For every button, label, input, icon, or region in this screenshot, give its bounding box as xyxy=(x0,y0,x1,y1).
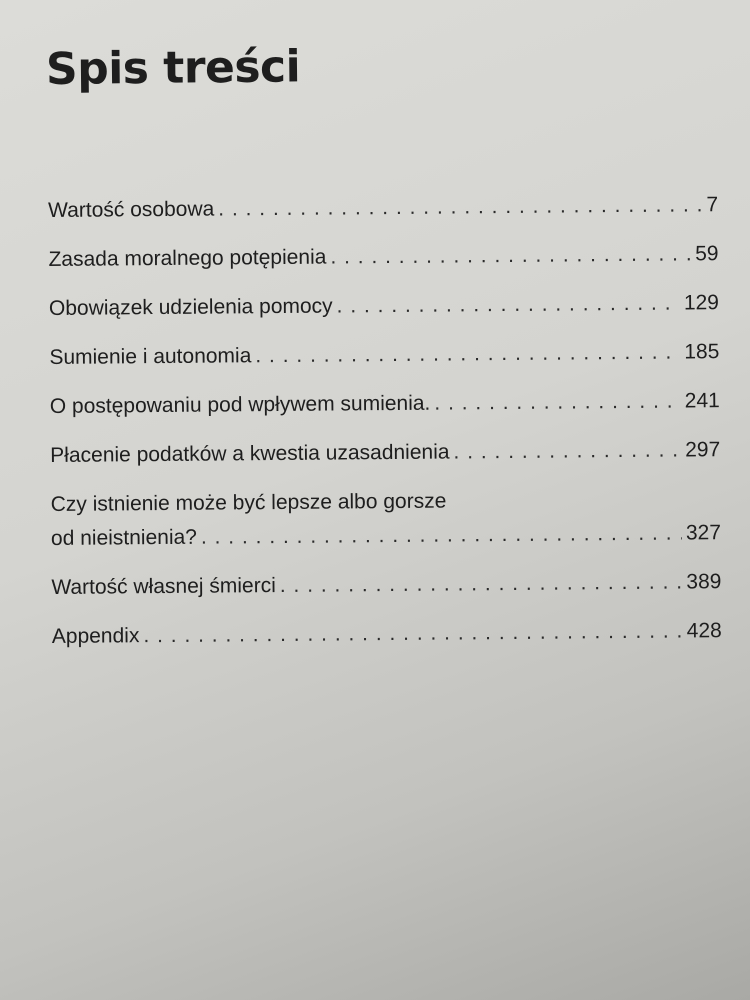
table-of-contents: Wartość osobowa 7 Zasada moralnego potępi… xyxy=(48,192,722,673)
entry-title: Wartość własnej śmierci xyxy=(51,574,276,599)
page-title: Spis treści xyxy=(45,41,301,95)
entry-page: 185 xyxy=(684,340,720,364)
entry-page: 389 xyxy=(686,570,722,594)
dot-leader xyxy=(201,520,682,550)
dot-leader xyxy=(255,339,680,369)
dot-leader xyxy=(330,241,691,270)
entry-title: Sumienie i autonomia xyxy=(49,344,252,369)
toc-entry: Sumienie i autonomia 185 xyxy=(49,339,719,371)
entry-page: 241 xyxy=(684,389,720,413)
entry-title-line2: od nieistnienia? xyxy=(50,525,198,550)
entry-page: 7 xyxy=(706,193,719,217)
entry-title: Wartość osobowa xyxy=(48,197,215,222)
toc-entry: Obowiązek udzielenia pomocy 129 xyxy=(49,290,719,322)
toc-entry: Zasada moralnego potępienia 59 xyxy=(48,241,718,273)
entry-title: O postępowaniu pod wpływem sumienia. xyxy=(49,391,431,418)
entry-page: 297 xyxy=(685,438,721,462)
entry-title: Obowiązek udzielenia pomocy xyxy=(48,294,333,320)
dot-leader xyxy=(280,569,683,599)
dot-leader xyxy=(434,388,681,416)
toc-entry: Wartość osobowa 7 xyxy=(48,192,718,224)
entry-title-line1: Czy istnienie może być lepsze albo gorsz… xyxy=(50,489,447,516)
toc-entry: Płacenie podatków a kwestia uzasadnienia… xyxy=(50,437,720,469)
entry-page: 428 xyxy=(686,619,722,643)
dot-leader xyxy=(218,192,702,222)
dot-leader xyxy=(453,437,681,465)
toc-entry: O postępowaniu pod wpływem sumienia. 241 xyxy=(50,388,720,420)
toc-entry: Appendix 428 xyxy=(52,618,722,650)
entry-title: Płacenie podatków a kwestia uzasadnienia xyxy=(50,440,450,467)
entry-title: Appendix xyxy=(51,624,140,648)
toc-entry: Wartość własnej śmierci 389 xyxy=(51,569,721,601)
entry-page: 327 xyxy=(685,521,722,545)
entry-page: 59 xyxy=(695,242,719,266)
toc-entry: Czy istnienie może być lepsze albo gorsz… xyxy=(51,486,721,552)
entry-page: 129 xyxy=(683,291,720,315)
entry-title: Zasada moralnego potępienia xyxy=(48,245,327,271)
dot-leader xyxy=(143,618,683,649)
dot-leader xyxy=(337,290,681,319)
